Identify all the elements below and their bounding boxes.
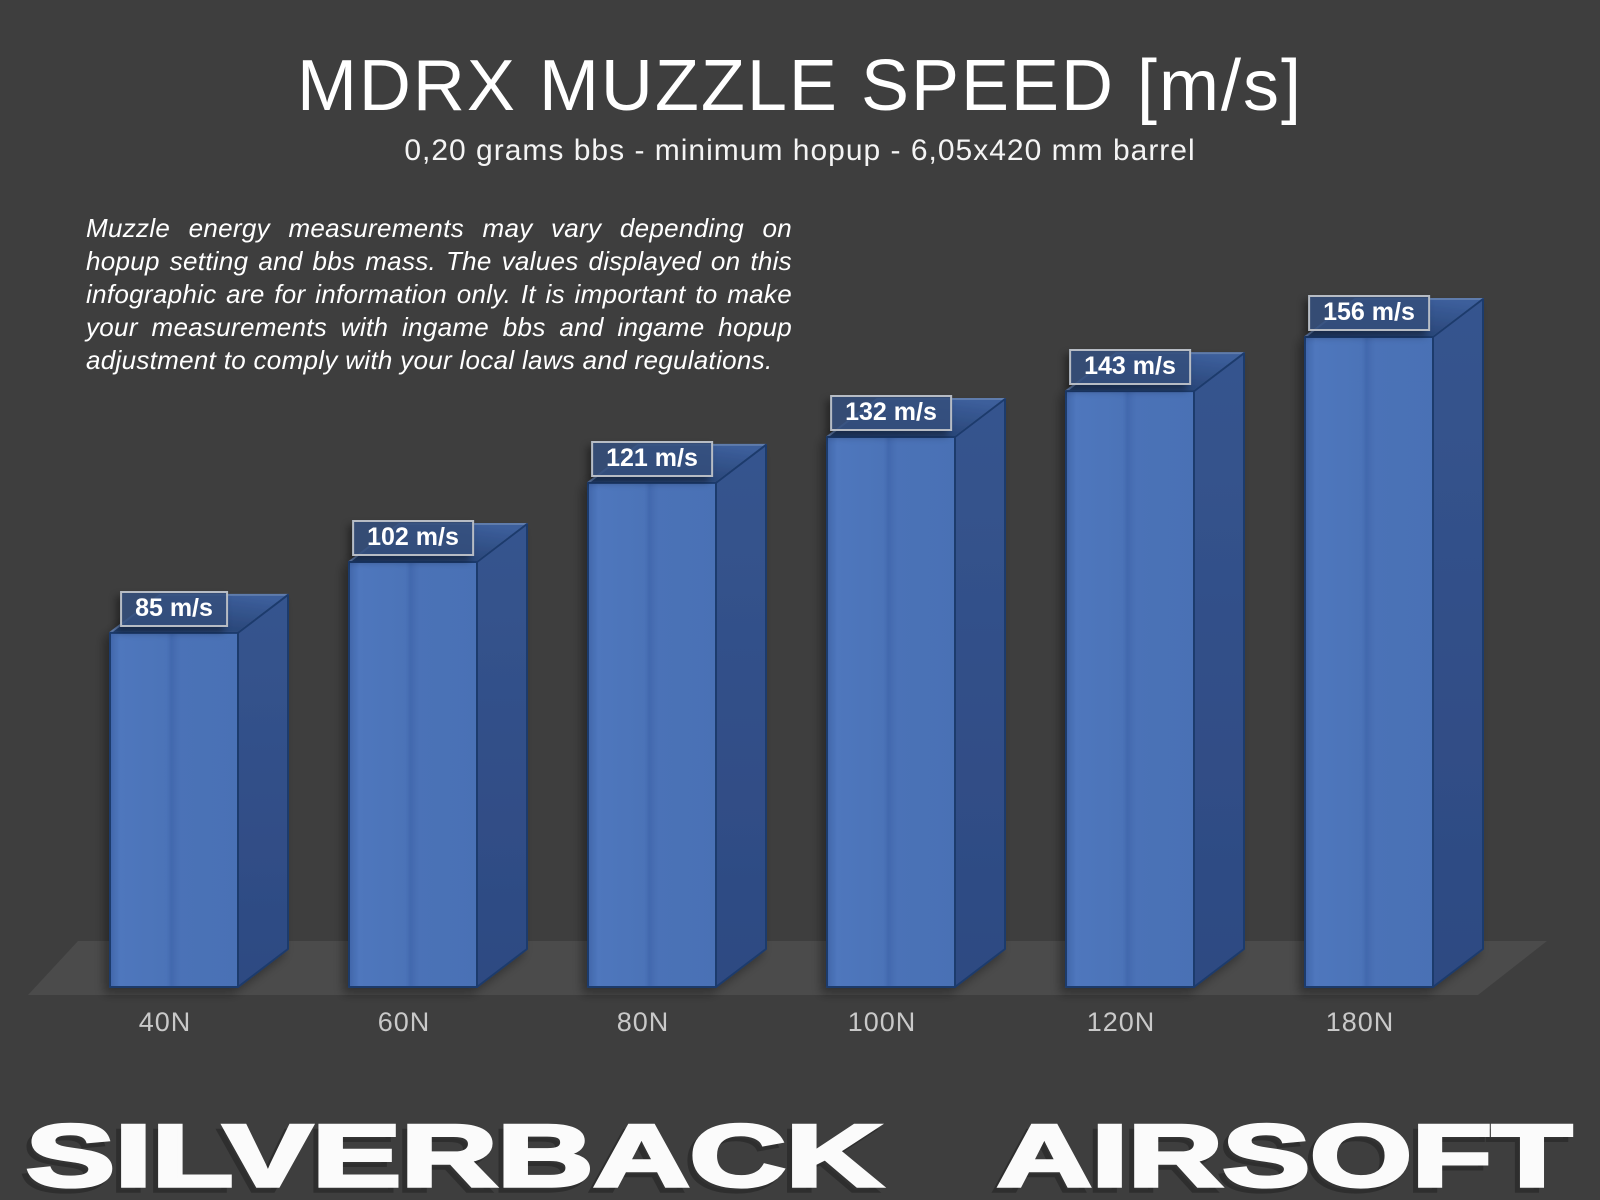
value-label: 102 m/s (352, 520, 474, 556)
bar-60N (348, 523, 528, 988)
brand-airsoft: AIRSOFT (997, 1106, 1572, 1200)
page-subtitle: 0,20 grams bbs - minimum hopup - 6,05x42… (404, 134, 1196, 167)
brand-logo-shadow: SILVERBACK AIRSOFT (19, 1109, 1569, 1200)
page-title: MDRX MUZZLE SPEED [m/s] (296, 46, 1304, 126)
svg-text:SILVERBACK: SILVERBACK (21, 1111, 877, 1200)
bar-front-face (587, 481, 717, 988)
bar-side-face (1432, 298, 1484, 988)
bar-front-face (1304, 336, 1434, 988)
axis-label: 80N (616, 1007, 670, 1037)
value-label: 132 m/s (830, 395, 952, 431)
bar-120N (1065, 352, 1245, 988)
bar-side-face (954, 398, 1006, 988)
value-label: 85 m/s (120, 590, 228, 627)
axis-label: 60N (377, 1007, 431, 1037)
bar-180N (1304, 298, 1484, 988)
brand-logo: SILVERBACK AIRSOFT SILVERBACK AIRSOFT (19, 1104, 1574, 1200)
axis-label: 40N (138, 1007, 192, 1037)
bar-80N (587, 443, 767, 988)
bar-side-face (237, 593, 289, 988)
svg-text:AIRSOFT: AIRSOFT (992, 1111, 1567, 1200)
bar-front-face (1065, 390, 1195, 988)
axis-label: 180N (1325, 1007, 1395, 1037)
bars-group (109, 298, 1484, 988)
brand-silverback: SILVERBACK (26, 1106, 882, 1200)
bar-front-face (826, 436, 956, 988)
axis-label: 120N (1086, 1007, 1156, 1037)
bar-side-face (715, 443, 767, 988)
value-label: 156 m/s (1308, 295, 1430, 331)
bar-side-face (1193, 352, 1245, 988)
bar-40N (109, 593, 289, 988)
disclaimer-text: Muzzle energy measurements may vary depe… (86, 213, 792, 375)
axis-label: 100N (847, 1007, 917, 1037)
bar-front-face (109, 631, 239, 988)
value-label: 121 m/s (591, 440, 713, 477)
bar-front-face (348, 561, 478, 988)
value-label: 143 m/s (1069, 349, 1191, 386)
bar-side-face (476, 523, 528, 988)
bar-100N (826, 398, 1006, 988)
